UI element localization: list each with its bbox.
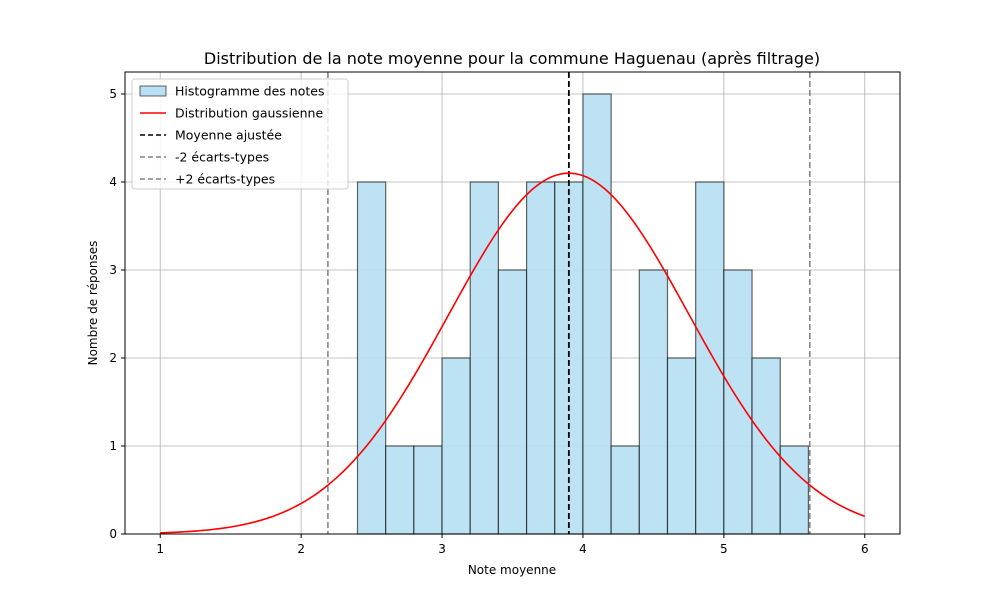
- legend-label: -2 écarts-types: [175, 150, 269, 165]
- y-axis-ticks: 0 1 2 3 4 5: [109, 87, 125, 541]
- gaussian-curve-layer: [160, 172, 866, 534]
- legend-label: Histogramme des notes: [175, 84, 324, 99]
- x-axis-ticks: 1 2 3 4 5 6: [156, 534, 869, 556]
- plot-frame: [124, 71, 901, 535]
- histogram-bar: [497, 269, 528, 535]
- y-tick-label: 3: [109, 263, 117, 277]
- histogram-bar: [441, 357, 471, 535]
- histogram-bar: [751, 357, 781, 535]
- x-tick-label: 4: [579, 542, 587, 556]
- histogram-bar: [779, 445, 810, 535]
- y-tick-label: 5: [109, 87, 117, 101]
- legend-box: [131, 78, 349, 190]
- histogram-bar: [554, 181, 584, 535]
- histogram-bars: [356, 93, 810, 535]
- histogram-bar: [610, 445, 640, 535]
- legend-label: Moyenne ajustée: [175, 128, 282, 143]
- histogram-bar: [469, 181, 500, 535]
- legend-label: +2 écarts-types: [175, 172, 275, 187]
- x-tick-label: 2: [297, 542, 305, 556]
- chart-title: Distribution de la note moyenne pour la …: [204, 49, 820, 68]
- histogram-bar: [413, 445, 443, 535]
- histogram-bar: [638, 269, 669, 535]
- histogram-bar: [356, 181, 387, 535]
- x-tick-label: 5: [720, 542, 728, 556]
- gaussian-curve: [160, 172, 866, 534]
- y-tick-label: 2: [109, 351, 117, 365]
- histogram-bar: [666, 357, 697, 535]
- y-tick-label: 1: [109, 439, 117, 453]
- histogram-bar: [695, 181, 725, 535]
- y-tick-label: 4: [109, 175, 117, 189]
- x-axis-label: Note moyenne: [468, 563, 556, 577]
- x-tick-label: 1: [156, 542, 164, 556]
- y-tick-label: 0: [109, 527, 117, 541]
- x-tick-label: 6: [861, 542, 869, 556]
- histogram-bar: [385, 445, 415, 535]
- legend: Histogramme des notes Distribution gaussi…: [131, 78, 349, 190]
- histogram-bar: [582, 93, 612, 535]
- y-axis-label: Nombre de réponses: [86, 241, 100, 366]
- histogram-bar: [723, 269, 753, 535]
- histogram-bar: [525, 181, 556, 535]
- legend-swatch: [139, 85, 167, 97]
- legend-label: Distribution gaussienne: [175, 106, 323, 121]
- x-tick-label: 3: [438, 542, 446, 556]
